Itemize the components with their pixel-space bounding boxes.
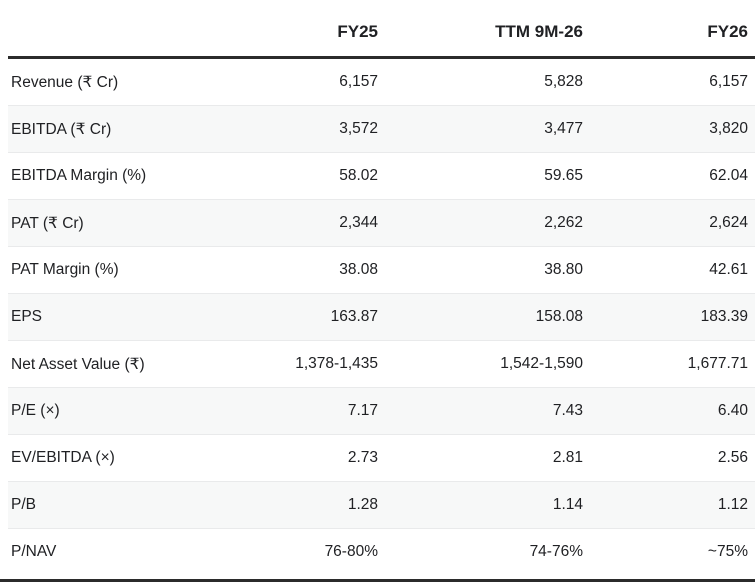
table-row-pb: P/B 1.28 1.14 1.12 [8,481,755,529]
cell-fy26: 2,624 [709,214,748,231]
table-row-ebitda-margin: EBITDA Margin (%) 58.02 59.65 62.04 [8,152,755,200]
row-label: P/B [11,496,36,513]
cell-fy25: 1.28 [347,496,378,513]
table-row-net-asset-value: Net Asset Value (₹) 1,378-1,435 1,542-1,… [8,340,755,388]
row-label: EV/EBITDA (×) [11,449,115,466]
cell-fy25: 1,378-1,435 [295,355,378,372]
cell-ttm: 5,828 [544,73,583,90]
cell-fy25: 163.87 [330,308,378,325]
row-label: P/NAV [11,543,57,560]
bottom-rule [0,579,755,582]
column-header-fy25: FY25 [258,0,378,59]
cell-fy26: ~75% [707,543,748,560]
row-label: EBITDA Margin (%) [11,167,147,184]
cell-ttm: 1.14 [552,496,583,513]
cell-fy26: 42.61 [709,261,748,278]
table-row-eps: EPS 163.87 158.08 183.39 [8,293,755,341]
cell-fy25: 2.73 [347,449,378,466]
cell-ttm: 59.65 [544,167,583,184]
row-label: EPS [11,308,43,325]
cell-fy26: 6.40 [717,402,748,419]
header-row: FY25 TTM 9M-26 FY26 [8,0,755,59]
cell-fy26: 62.04 [709,167,748,184]
table-row-pat: PAT (₹ Cr) 2,344 2,262 2,624 [8,199,755,247]
cell-ttm: 2.81 [552,449,583,466]
table-row-ebitda: EBITDA (₹ Cr) 3,572 3,477 3,820 [8,105,755,153]
row-label: EBITDA (₹ Cr) [11,120,112,138]
table-header: FY25 TTM 9M-26 FY26 [8,0,755,59]
cell-fy26: 1,677.71 [687,355,748,372]
row-label: PAT Margin (%) [11,261,119,278]
cell-ttm: 158.08 [535,308,583,325]
cell-fy25: 3,572 [339,120,378,137]
cell-fy25: 2,344 [339,214,378,231]
table-row-revenue: Revenue (₹ Cr) 6,157 5,828 6,157 [8,58,755,106]
cell-ttm: 2,262 [544,214,583,231]
cell-fy25: 7.17 [347,402,378,419]
row-label: Revenue (₹ Cr) [11,73,119,91]
cell-fy26: 1.12 [717,496,748,513]
cell-fy25: 58.02 [339,167,378,184]
table-row-pnav: P/NAV 76-80% 74-76% ~75% [8,528,755,576]
row-label: P/E (×) [11,402,60,419]
cell-fy25: 6,157 [339,73,378,90]
column-header-metric [8,0,258,59]
table-body: Revenue (₹ Cr) 6,157 5,828 6,157 EBITDA … [8,58,755,576]
table-row-pe: P/E (×) 7.17 7.43 6.40 [8,387,755,435]
row-label: Net Asset Value (₹) [11,355,145,373]
cell-ttm: 1,542-1,590 [500,355,583,372]
cell-fy26: 6,157 [709,73,748,90]
cell-ttm: 74-76% [529,543,583,560]
cell-fy26: 3,820 [709,120,748,137]
column-header-fy26: FY26 [583,0,755,59]
cell-fy25: 76-80% [324,543,378,560]
row-label: PAT (₹ Cr) [11,214,84,232]
table-row-ev-ebitda: EV/EBITDA (×) 2.73 2.81 2.56 [8,434,755,482]
cell-fy25: 38.08 [339,261,378,278]
cell-fy26: 2.56 [717,449,748,466]
cell-ttm: 38.80 [544,261,583,278]
table-row-pat-margin: PAT Margin (%) 38.08 38.80 42.61 [8,246,755,294]
cell-ttm: 3,477 [544,120,583,137]
cell-ttm: 7.43 [552,402,583,419]
column-header-ttm-9m-26: TTM 9M-26 [378,0,583,59]
cell-fy26: 183.39 [700,308,748,325]
financial-metrics-table: FY25 TTM 9M-26 FY26 Revenue (₹ Cr) 6,157… [8,0,755,575]
